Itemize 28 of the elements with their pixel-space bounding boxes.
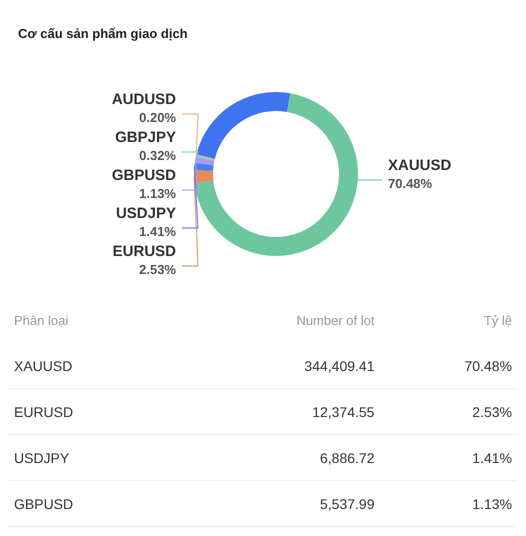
slice-label: AUDUSD (112, 91, 176, 108)
data-label: 1.41% (380, 434, 518, 480)
category-label: XAUUSD (8, 343, 172, 388)
data-label: 0.20% (139, 110, 176, 125)
text: Tỷ lệ (482, 312, 513, 330)
data-label: 1.13% (380, 480, 518, 526)
data-label: 70.48% (388, 176, 433, 191)
data-label: 2.53% (380, 388, 518, 434)
data-label: 6,886.72 (172, 434, 380, 480)
data-label: 70.48% (380, 343, 518, 388)
data-label: 344,409.41 (172, 343, 380, 388)
category-label: GBPUSD (8, 480, 172, 526)
slice-label: GBPUSD (112, 167, 176, 184)
slice-label: GBPJPY (115, 129, 176, 146)
text: Number of lot (295, 312, 376, 330)
data-label: 1.41% (139, 224, 176, 239)
data-label: 2.53% (139, 262, 176, 277)
data-label: 12,374.55 (172, 388, 380, 434)
slice-label: EURUSD (112, 243, 176, 260)
slice-label: USDJPY (116, 205, 176, 222)
data-label: 0.32% (139, 148, 176, 163)
data-label: 1.13% (139, 186, 176, 201)
slice-label: XAUUSD (388, 157, 452, 174)
chart-title: Cơ cấu sản phẩm giao dịch (18, 26, 188, 41)
text: Phân loại (13, 312, 70, 330)
data-label: 5,537.99 (172, 480, 380, 526)
category-label: USDJPY (8, 434, 172, 480)
category-label: EURUSD (8, 388, 172, 434)
